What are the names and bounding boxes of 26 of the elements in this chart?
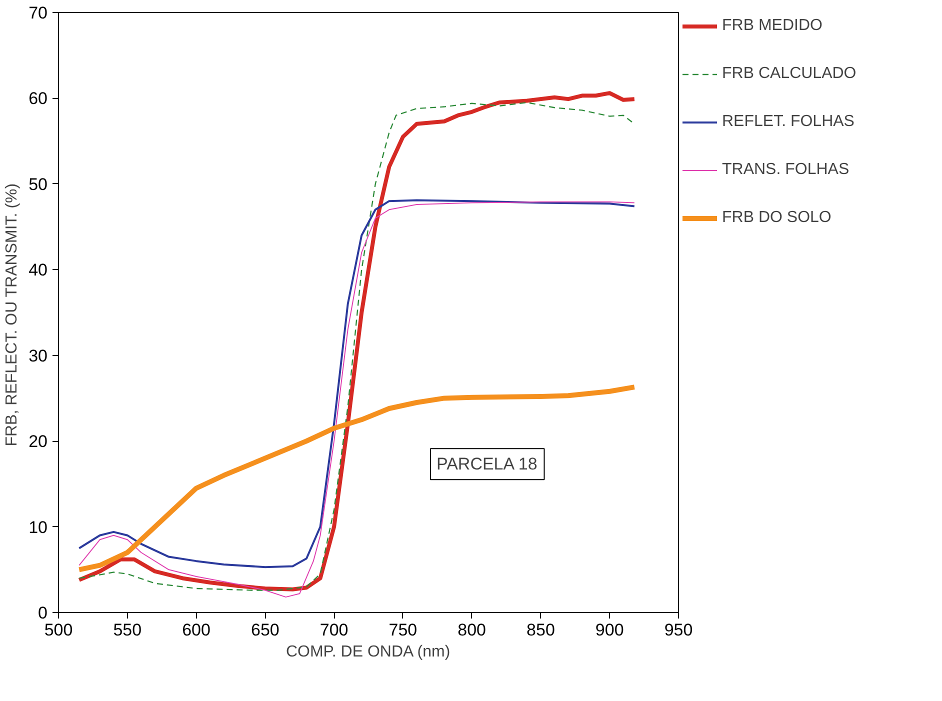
x-tick-label: 850: [526, 620, 555, 640]
x-tick-label: 900: [595, 620, 624, 640]
y-axis-title: FRB, REFLECT. OU TRANSMIT. (%): [4, 183, 21, 446]
y-tick-label: 30: [28, 346, 48, 366]
y-tick-label: 40: [28, 260, 48, 280]
x-tick-label: 500: [44, 620, 73, 640]
y-tick-label: 50: [28, 174, 48, 194]
x-tick-label: 650: [250, 620, 280, 640]
y-tick-label: 60: [28, 89, 48, 108]
x-tick-label: 750: [388, 620, 418, 640]
y-tick-label: 10: [28, 518, 48, 537]
legend-label: REFLET. FOLHAS: [722, 113, 854, 131]
y-tick-label: 0: [38, 604, 48, 622]
legend-label: FRB CALCULADO: [722, 65, 856, 83]
legend-label: FRB MEDIDO: [722, 17, 822, 35]
y-tick-label: 20: [28, 432, 48, 452]
x-axis-title: COMP. DE ONDA (nm): [286, 644, 450, 660]
annotation: PARCELA 18: [436, 454, 538, 474]
x-tick-label: 550: [113, 620, 142, 640]
legend-label: TRANS. FOLHAS: [722, 161, 850, 179]
x-tick-label: 700: [320, 620, 348, 640]
x-tick-label: 800: [458, 620, 486, 640]
legend-label: FRB DO SOLO: [722, 209, 832, 227]
x-tick-label: 600: [182, 620, 210, 640]
y-tick-label: 70: [28, 4, 48, 22]
x-tick-label: 950: [664, 620, 693, 640]
